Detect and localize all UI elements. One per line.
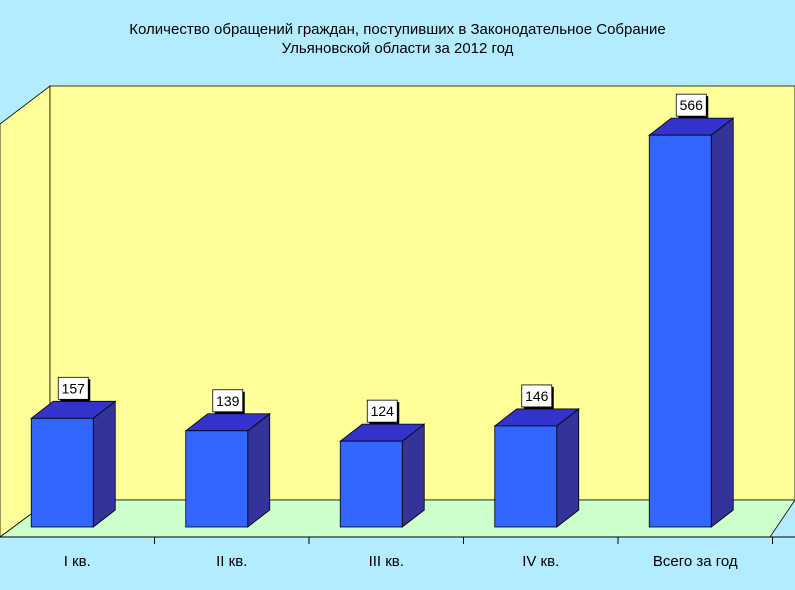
data-label-box (366, 399, 398, 423)
chart-title-line-1: Количество обращений граждан, поступивши… (129, 21, 666, 38)
x-tick-label: III кв. (369, 553, 404, 570)
bar-side (401, 423, 425, 528)
data-label-text: 566 (680, 97, 704, 113)
bar-side (92, 400, 116, 528)
data-label-5: 566 (675, 93, 709, 119)
data-label-1: 157 (57, 376, 91, 402)
bar-front (185, 430, 249, 528)
bar-side (247, 412, 271, 528)
data-label-3: 124 (366, 399, 400, 425)
data-label-box (212, 389, 244, 413)
bar-side (710, 117, 734, 528)
data-label-box (675, 93, 707, 117)
bar-5: 566 (648, 93, 735, 528)
bar-3: 124 (339, 399, 426, 528)
bar-1: 157 (30, 376, 117, 528)
data-label-text: 146 (525, 388, 549, 404)
x-tick-labels: I кв. II кв. III кв. IV кв. Всего за год (64, 553, 738, 570)
data-label-text: 157 (62, 380, 86, 396)
bar-front (30, 417, 94, 528)
bar-front (648, 134, 712, 528)
x-tick-label: I кв. (64, 553, 91, 570)
bar-side (556, 408, 580, 528)
data-label-box (57, 376, 89, 400)
bar-front (339, 440, 403, 528)
x-tick-label: IV кв. (522, 553, 559, 570)
x-tick-label: Всего за год (653, 553, 738, 570)
data-label-2: 139 (212, 389, 245, 414)
bar-2: 139 (184, 389, 271, 528)
x-axis-ticks (154, 537, 773, 544)
bars: 157 139 124 146 566 (30, 93, 735, 528)
bar-front (494, 425, 558, 528)
data-label-text: 139 (216, 393, 240, 409)
data-label-box (521, 384, 553, 408)
chart-title-line-2: Ульяновской области за 2012 год (281, 40, 514, 57)
x-tick-label: II кв. (216, 553, 247, 570)
bar-4: 146 (493, 384, 580, 528)
data-label-text: 124 (371, 403, 395, 419)
data-label-4: 146 (521, 384, 554, 409)
